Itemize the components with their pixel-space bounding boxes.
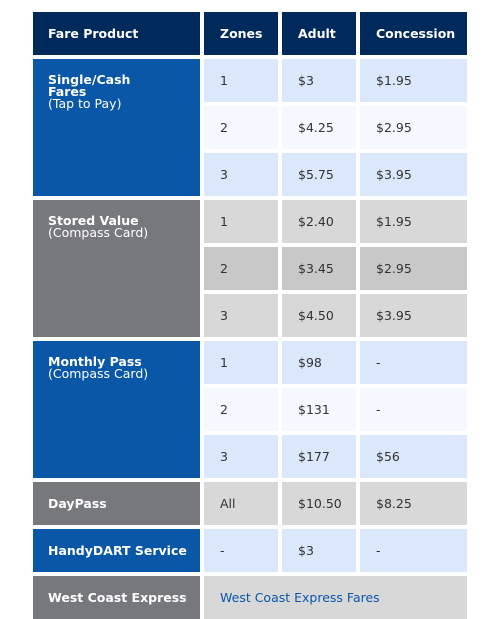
concession-fare-cell: $3.95	[360, 294, 467, 337]
product-subtitle: (Tap to Pay)	[48, 96, 122, 111]
header-zones: Zones	[204, 12, 278, 55]
concession-fare-cell: $8.25	[360, 482, 467, 525]
header-fare-product: Fare Product	[33, 12, 200, 55]
concession-fare-cell: -	[360, 529, 467, 572]
zone-cell: 2	[204, 388, 278, 431]
product-title: Stored Value	[48, 213, 139, 228]
zone-cell: 3	[204, 435, 278, 478]
product-title: Single/Cash Fares	[48, 72, 131, 99]
adult-fare-cell: $5.75	[282, 153, 356, 196]
product-handydart-service: HandyDART Service	[33, 529, 200, 572]
header-concession: Concession	[360, 12, 467, 55]
adult-fare-cell: $2.40	[282, 200, 356, 243]
zone-cell: 3	[204, 294, 278, 337]
header-adult: Adult	[282, 12, 356, 55]
product-daypass: DayPass	[33, 482, 200, 525]
adult-fare-cell: $4.25	[282, 106, 356, 149]
concession-fare-cell: $1.95	[360, 59, 467, 102]
concession-fare-cell: $1.95	[360, 200, 467, 243]
west-coast-express-fares-link[interactable]: West Coast Express Fares	[220, 590, 380, 605]
zone-cell: 3	[204, 153, 278, 196]
adult-fare-cell: $10.50	[282, 482, 356, 525]
concession-fare-cell: $56	[360, 435, 467, 478]
product-subtitle: (Compass Card)	[48, 366, 149, 381]
product-single-cash-fares: Single/Cash Fares (Tap to Pay)	[33, 59, 200, 196]
zone-cell: -	[204, 529, 278, 572]
concession-fare-cell: $2.95	[360, 106, 467, 149]
adult-fare-cell: $177	[282, 435, 356, 478]
concession-fare-cell: -	[360, 388, 467, 431]
zone-cell: 1	[204, 59, 278, 102]
product-stored-value: Stored Value (Compass Card)	[33, 200, 200, 337]
adult-fare-cell: $3	[282, 529, 356, 572]
zone-cell: 1	[204, 200, 278, 243]
adult-fare-cell: $3.45	[282, 247, 356, 290]
zone-cell: 1	[204, 341, 278, 384]
zone-cell: All	[204, 482, 278, 525]
product-title: Monthly Pass	[48, 354, 142, 369]
adult-fare-cell: $98	[282, 341, 356, 384]
product-subtitle: (Compass Card)	[48, 225, 149, 240]
concession-fare-cell: $3.95	[360, 153, 467, 196]
adult-fare-cell: $131	[282, 388, 356, 431]
concession-fare-cell: -	[360, 341, 467, 384]
zone-cell: 2	[204, 106, 278, 149]
zone-cell: 2	[204, 247, 278, 290]
adult-fare-cell: $3	[282, 59, 356, 102]
product-monthly-pass: Monthly Pass (Compass Card)	[33, 341, 200, 478]
adult-fare-cell: $4.50	[282, 294, 356, 337]
product-west-coast-express: West Coast Express	[33, 576, 200, 619]
west-coast-express-fares-cell: West Coast Express Fares	[204, 576, 467, 619]
concession-fare-cell: $2.95	[360, 247, 467, 290]
fare-table: Fare Product Zones Adult Concession Sing…	[33, 12, 467, 619]
